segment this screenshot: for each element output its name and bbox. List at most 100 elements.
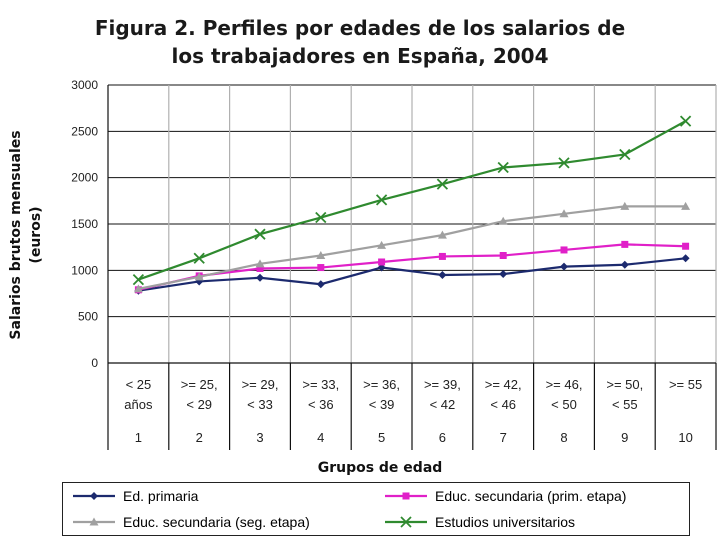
data-point	[316, 251, 326, 260]
data-point	[437, 230, 447, 239]
legend-swatch-marker	[402, 492, 410, 500]
data-point	[682, 242, 690, 250]
x-tick-label: >= 42,	[485, 377, 522, 392]
data-point	[560, 262, 568, 271]
series-1	[134, 254, 690, 295]
gridlines	[108, 84, 717, 363]
legend-label: Educ. secundaria (seg. etapa)	[123, 514, 310, 530]
x-tick-label: < 36	[308, 397, 334, 412]
x-tick-number: 3	[256, 430, 263, 445]
legend-swatch-marker	[90, 492, 98, 500]
data-point	[375, 194, 388, 206]
legend-label: Estudios universitarios	[435, 514, 576, 530]
data-point	[559, 209, 569, 218]
data-point	[558, 157, 570, 169]
y-axis-title: (euros)	[28, 206, 44, 263]
x-marker-stroke	[193, 252, 205, 264]
data-point	[497, 161, 509, 174]
data-point	[377, 263, 386, 272]
legend-item: Educ. secundaria (seg. etapa)	[71, 512, 310, 532]
data-point	[438, 252, 446, 260]
x-tick-number: 1	[135, 430, 142, 445]
x-marker-stroke	[400, 516, 412, 528]
legend-item: Educ. secundaria (prim. etapa)	[383, 486, 626, 506]
legend-swatch	[73, 492, 115, 500]
x-tick-label: >= 25,	[181, 377, 218, 392]
series-line	[138, 243, 686, 291]
series-lines	[132, 115, 692, 295]
axes	[107, 85, 717, 450]
y-tick-label: 2500	[71, 124, 98, 138]
y-tick-label: 0	[91, 356, 98, 370]
data-point	[499, 252, 507, 260]
data-point	[317, 264, 325, 272]
series-3	[133, 201, 691, 293]
y-tick-label: 2000	[71, 171, 98, 185]
chart-title-line-2: los trabajadores en España, 2004	[171, 44, 549, 68]
x-tick-number: 10	[678, 430, 692, 445]
legend-label: Educ. secundaria (prim. etapa)	[435, 488, 627, 504]
x-marker-stroke	[436, 178, 449, 190]
x-tick-label: >= 29,	[242, 377, 279, 392]
x-tick-label: < 46	[490, 397, 516, 412]
x-marker-stroke	[315, 211, 327, 224]
x-tick-label: >= 36,	[363, 377, 400, 392]
legend: Ed. primaria Educ. secundaria (prim. etap…	[62, 482, 690, 536]
legend-item: Ed. primaria	[71, 486, 198, 506]
data-point	[133, 284, 143, 293]
y-tick-label: 1500	[71, 217, 98, 231]
x-tick-label: < 25	[126, 377, 152, 392]
y-tick-label: 500	[78, 310, 98, 324]
data-point	[436, 178, 449, 190]
legend-swatch-marker	[89, 517, 99, 526]
x-marker-stroke	[254, 228, 266, 240]
data-point	[254, 228, 266, 240]
y-tick-label: 3000	[71, 78, 98, 92]
legend-item: Estudios universitarios	[383, 512, 575, 532]
x-tick-label: años	[124, 397, 153, 412]
x-tick-label: < 50	[551, 397, 577, 412]
legend-label: Ed. primaria	[123, 488, 199, 504]
axis-labels: 0 500 1000 1500 2000 2500 3000 < 25 años 1 >= 25, <…	[8, 78, 702, 476]
legend-swatch	[385, 516, 427, 528]
data-point	[679, 115, 692, 127]
x-tick-label: < 29	[186, 397, 212, 412]
x-tick-label: < 55	[612, 397, 638, 412]
x-marker-stroke	[558, 157, 570, 169]
x-tick-number: 4	[317, 430, 324, 445]
series-4	[132, 115, 692, 286]
x-tick-number: 5	[378, 430, 385, 445]
chart-title: Figura 2. Perfiles por edades de los sal…	[0, 14, 720, 70]
data-point	[681, 201, 691, 210]
x-tick-label: < 42	[430, 397, 456, 412]
y-axis-title: Salarios brutos mensuales	[8, 130, 24, 339]
series-line	[138, 205, 686, 290]
x-marker-stroke	[497, 161, 509, 174]
data-point	[499, 270, 508, 279]
line-chart: 0 500 1000 1500 2000 2500 3000 < 25 años 1 >= 25, <…	[8, 78, 717, 476]
x-marker-stroke	[679, 115, 692, 127]
x-tick-number: 7	[500, 430, 507, 445]
data-point	[255, 259, 265, 268]
x-tick-label: >= 39,	[424, 377, 461, 392]
chart-title-line-1: Figura 2. Perfiles por edades de los sal…	[94, 16, 626, 40]
data-point	[438, 270, 447, 279]
data-point	[378, 258, 386, 266]
x-tick-number: 6	[439, 430, 446, 445]
data-point	[132, 273, 145, 286]
x-tick-number: 2	[196, 430, 203, 445]
x-marker-stroke	[375, 194, 388, 206]
data-point	[194, 272, 204, 281]
data-point	[316, 280, 325, 289]
legend-swatch-marker	[400, 516, 412, 528]
x-tick-label: < 39	[369, 397, 395, 412]
x-tick-label: < 33	[247, 397, 273, 412]
data-point	[377, 240, 387, 249]
data-point	[560, 246, 568, 254]
legend-swatch	[73, 517, 115, 526]
series-line	[138, 120, 687, 281]
x-tick-label: >= 46,	[546, 377, 583, 392]
x-marker-stroke	[619, 148, 631, 161]
x-tick-label: >= 55	[669, 377, 702, 392]
data-point	[619, 148, 631, 161]
